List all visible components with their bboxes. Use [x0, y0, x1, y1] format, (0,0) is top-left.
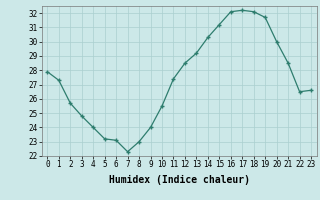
X-axis label: Humidex (Indice chaleur): Humidex (Indice chaleur) [109, 175, 250, 185]
